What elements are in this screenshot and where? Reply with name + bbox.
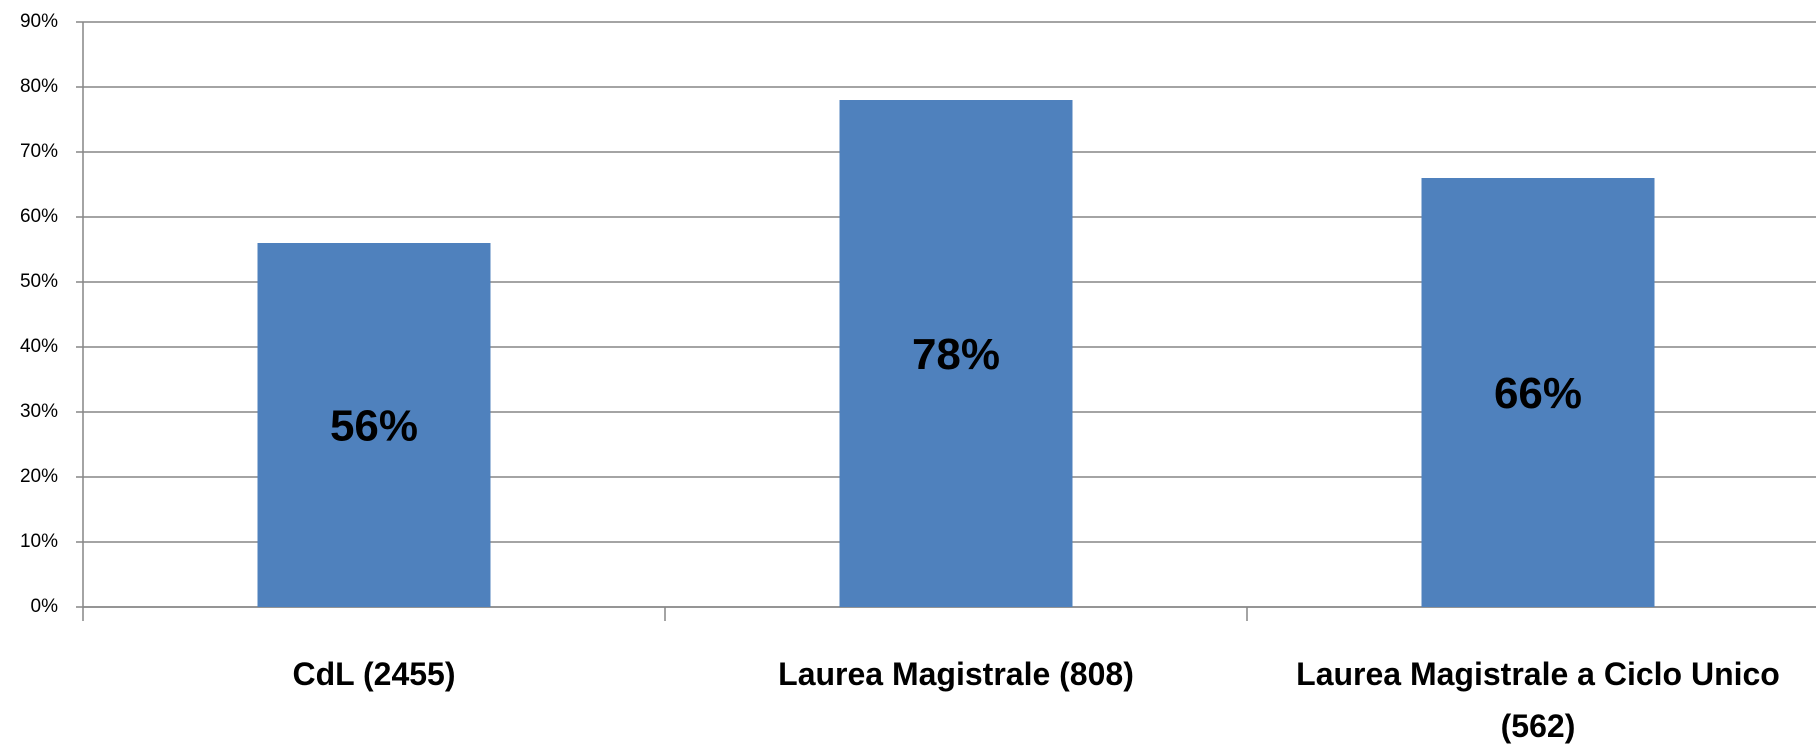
x-tick-label: Laurea Magistrale a Ciclo Unico (562) [1296,656,1780,744]
bar [257,243,491,607]
data-label: 56% [330,402,418,451]
y-tick-label: 40% [20,336,58,357]
x-tick-label: CdL (2455) [292,656,456,692]
y-tick-label: 50% [20,271,58,292]
y-tick-label: 30% [20,401,58,422]
data-label: 66% [1494,369,1582,418]
bar [839,100,1073,607]
y-tick-label: 90% [20,11,58,32]
y-tick-label: 80% [20,76,58,97]
y-tick-label: 60% [20,206,58,227]
y-tick-label: 20% [20,466,58,487]
y-tick-label: 0% [31,596,59,617]
data-label: 78% [912,330,1000,379]
bar [1421,178,1655,607]
x-tick-label: Laurea Magistrale (808) [778,656,1134,692]
y-tick-label: 70% [20,141,58,162]
y-tick-label: 10% [20,531,58,552]
